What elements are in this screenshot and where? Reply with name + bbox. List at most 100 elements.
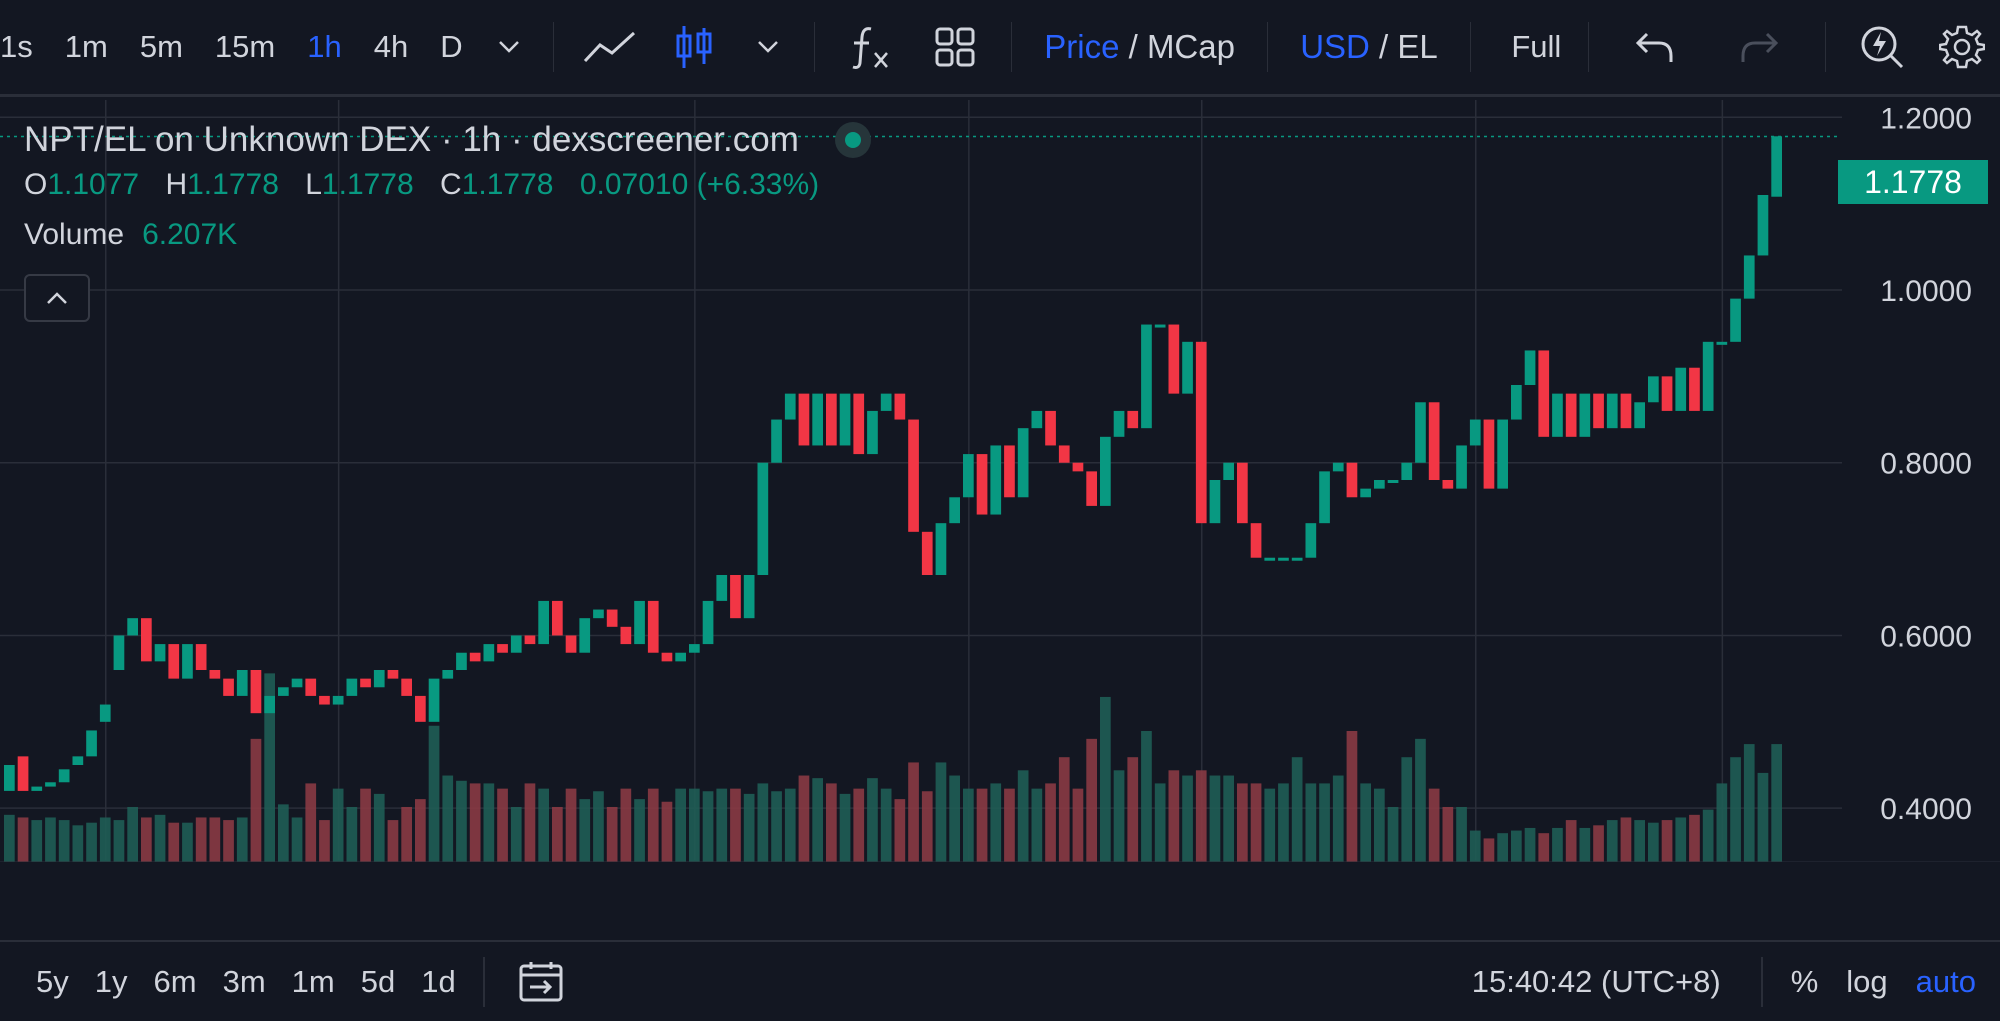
interval-1s[interactable]: 1s [0, 29, 33, 64]
candle [1702, 341, 1714, 411]
percent-toggle[interactable]: % [1790, 963, 1819, 999]
volume-bar [58, 820, 70, 862]
range-1m[interactable]: 1m [291, 963, 335, 999]
settings-button[interactable] [1924, 17, 2000, 77]
interval-dropdown[interactable] [479, 17, 539, 77]
candle [1511, 385, 1522, 420]
candle [250, 670, 262, 714]
candle [1004, 445, 1015, 498]
volume-bar [264, 673, 275, 862]
interval-4h[interactable]: 4h [373, 29, 409, 64]
collapse-legend-button[interactable] [24, 274, 90, 322]
candle [1387, 480, 1399, 483]
price-tick-label: 0.8000 [1880, 448, 1972, 481]
volume-bar [1593, 825, 1604, 862]
volume-bar [1319, 783, 1330, 862]
volume-bar [661, 801, 673, 862]
layout-button[interactable] [913, 17, 997, 77]
volume-bar [1771, 744, 1782, 862]
volume-bar [1045, 783, 1056, 862]
price-tick-label: 1.2000 [1880, 102, 1972, 135]
candle [332, 695, 344, 705]
candle [1565, 393, 1577, 437]
price-option[interactable]: Price [1044, 28, 1120, 65]
quick-search-button[interactable] [1840, 17, 1924, 77]
indicators-button[interactable] [829, 17, 913, 77]
candle [1374, 480, 1385, 489]
calendar-icon [519, 961, 563, 1001]
candle [319, 695, 330, 705]
candle [1401, 462, 1413, 480]
candle [647, 600, 659, 653]
range-5y[interactable]: 5y [36, 963, 69, 999]
mcap-option[interactable]: MCap [1146, 28, 1235, 65]
divider [1266, 22, 1269, 72]
candle [1730, 298, 1741, 342]
candle [291, 678, 303, 688]
redo-button[interactable] [1707, 17, 1811, 77]
candle [415, 695, 426, 722]
candle [1237, 462, 1248, 524]
symbol-title: NPT/EL on Unknown DEX · 1h · dexscreener… [24, 120, 799, 159]
candle [552, 600, 563, 636]
candles-chart-button[interactable] [652, 17, 736, 77]
price-mcap-toggle[interactable]: Price / MCap [1026, 28, 1253, 66]
interval-d[interactable]: D [440, 29, 463, 64]
range-6m[interactable]: 6m [153, 963, 197, 999]
volume-bar [113, 820, 125, 862]
interval-5m[interactable]: 5m [139, 29, 183, 64]
live-status-icon [834, 122, 871, 158]
usd-option[interactable]: USD [1300, 28, 1370, 65]
line-chart-button[interactable] [568, 17, 652, 77]
candle [373, 670, 385, 688]
volume-bar [1086, 738, 1097, 862]
range-1d[interactable]: 1d [421, 963, 456, 999]
price-tick-label: 0.4000 [1880, 793, 1972, 826]
candle [195, 644, 207, 670]
volume-bar [195, 817, 207, 862]
range-1y[interactable]: 1y [94, 963, 128, 999]
volume-bar [593, 791, 604, 862]
candle [1524, 350, 1536, 385]
candle [1634, 402, 1645, 429]
volume-bar [456, 780, 467, 862]
range-5d[interactable]: 5d [360, 963, 396, 999]
volume-bar [17, 817, 29, 862]
volume-bar [1524, 827, 1536, 862]
fullscreen-button[interactable]: Full [1485, 17, 1574, 77]
divider [1760, 956, 1763, 1007]
function-icon [852, 27, 888, 69]
range-selector: 5y 1y 6m 3m 1m 5d 1d [0, 942, 469, 1021]
candle [675, 652, 686, 662]
currency-toggle[interactable]: USD / EL [1282, 28, 1456, 66]
candle [113, 635, 125, 670]
auto-toggle[interactable]: auto [1915, 963, 1976, 999]
range-3m[interactable]: 3m [222, 963, 266, 999]
volume-bar [894, 799, 906, 862]
log-toggle[interactable]: log [1846, 963, 1888, 999]
el-option[interactable]: EL [1397, 28, 1438, 65]
undo-button[interactable] [1603, 17, 1707, 77]
candle [908, 419, 919, 532]
chart-type-dropdown[interactable] [736, 17, 800, 77]
candle [72, 756, 84, 765]
goto-date-button[interactable] [499, 952, 583, 1012]
volume-bar [1497, 833, 1508, 862]
volume-bar [1250, 783, 1262, 862]
interval-1h[interactable]: 1h [307, 29, 342, 64]
separator: / [1369, 28, 1398, 65]
divider [552, 22, 554, 72]
interval-1m[interactable]: 1m [64, 29, 108, 64]
candle [209, 670, 221, 679]
candle [1483, 419, 1495, 489]
volume-bar [483, 783, 495, 862]
volume-bar [1702, 809, 1714, 862]
chart-legend: NPT/EL on Unknown DEX · 1h · dexscreener… [24, 120, 871, 252]
candle [1606, 393, 1618, 429]
interval-15m[interactable]: 15m [214, 29, 276, 64]
volume-bar [1374, 788, 1385, 862]
candle [1141, 324, 1152, 429]
candle [1017, 428, 1029, 498]
